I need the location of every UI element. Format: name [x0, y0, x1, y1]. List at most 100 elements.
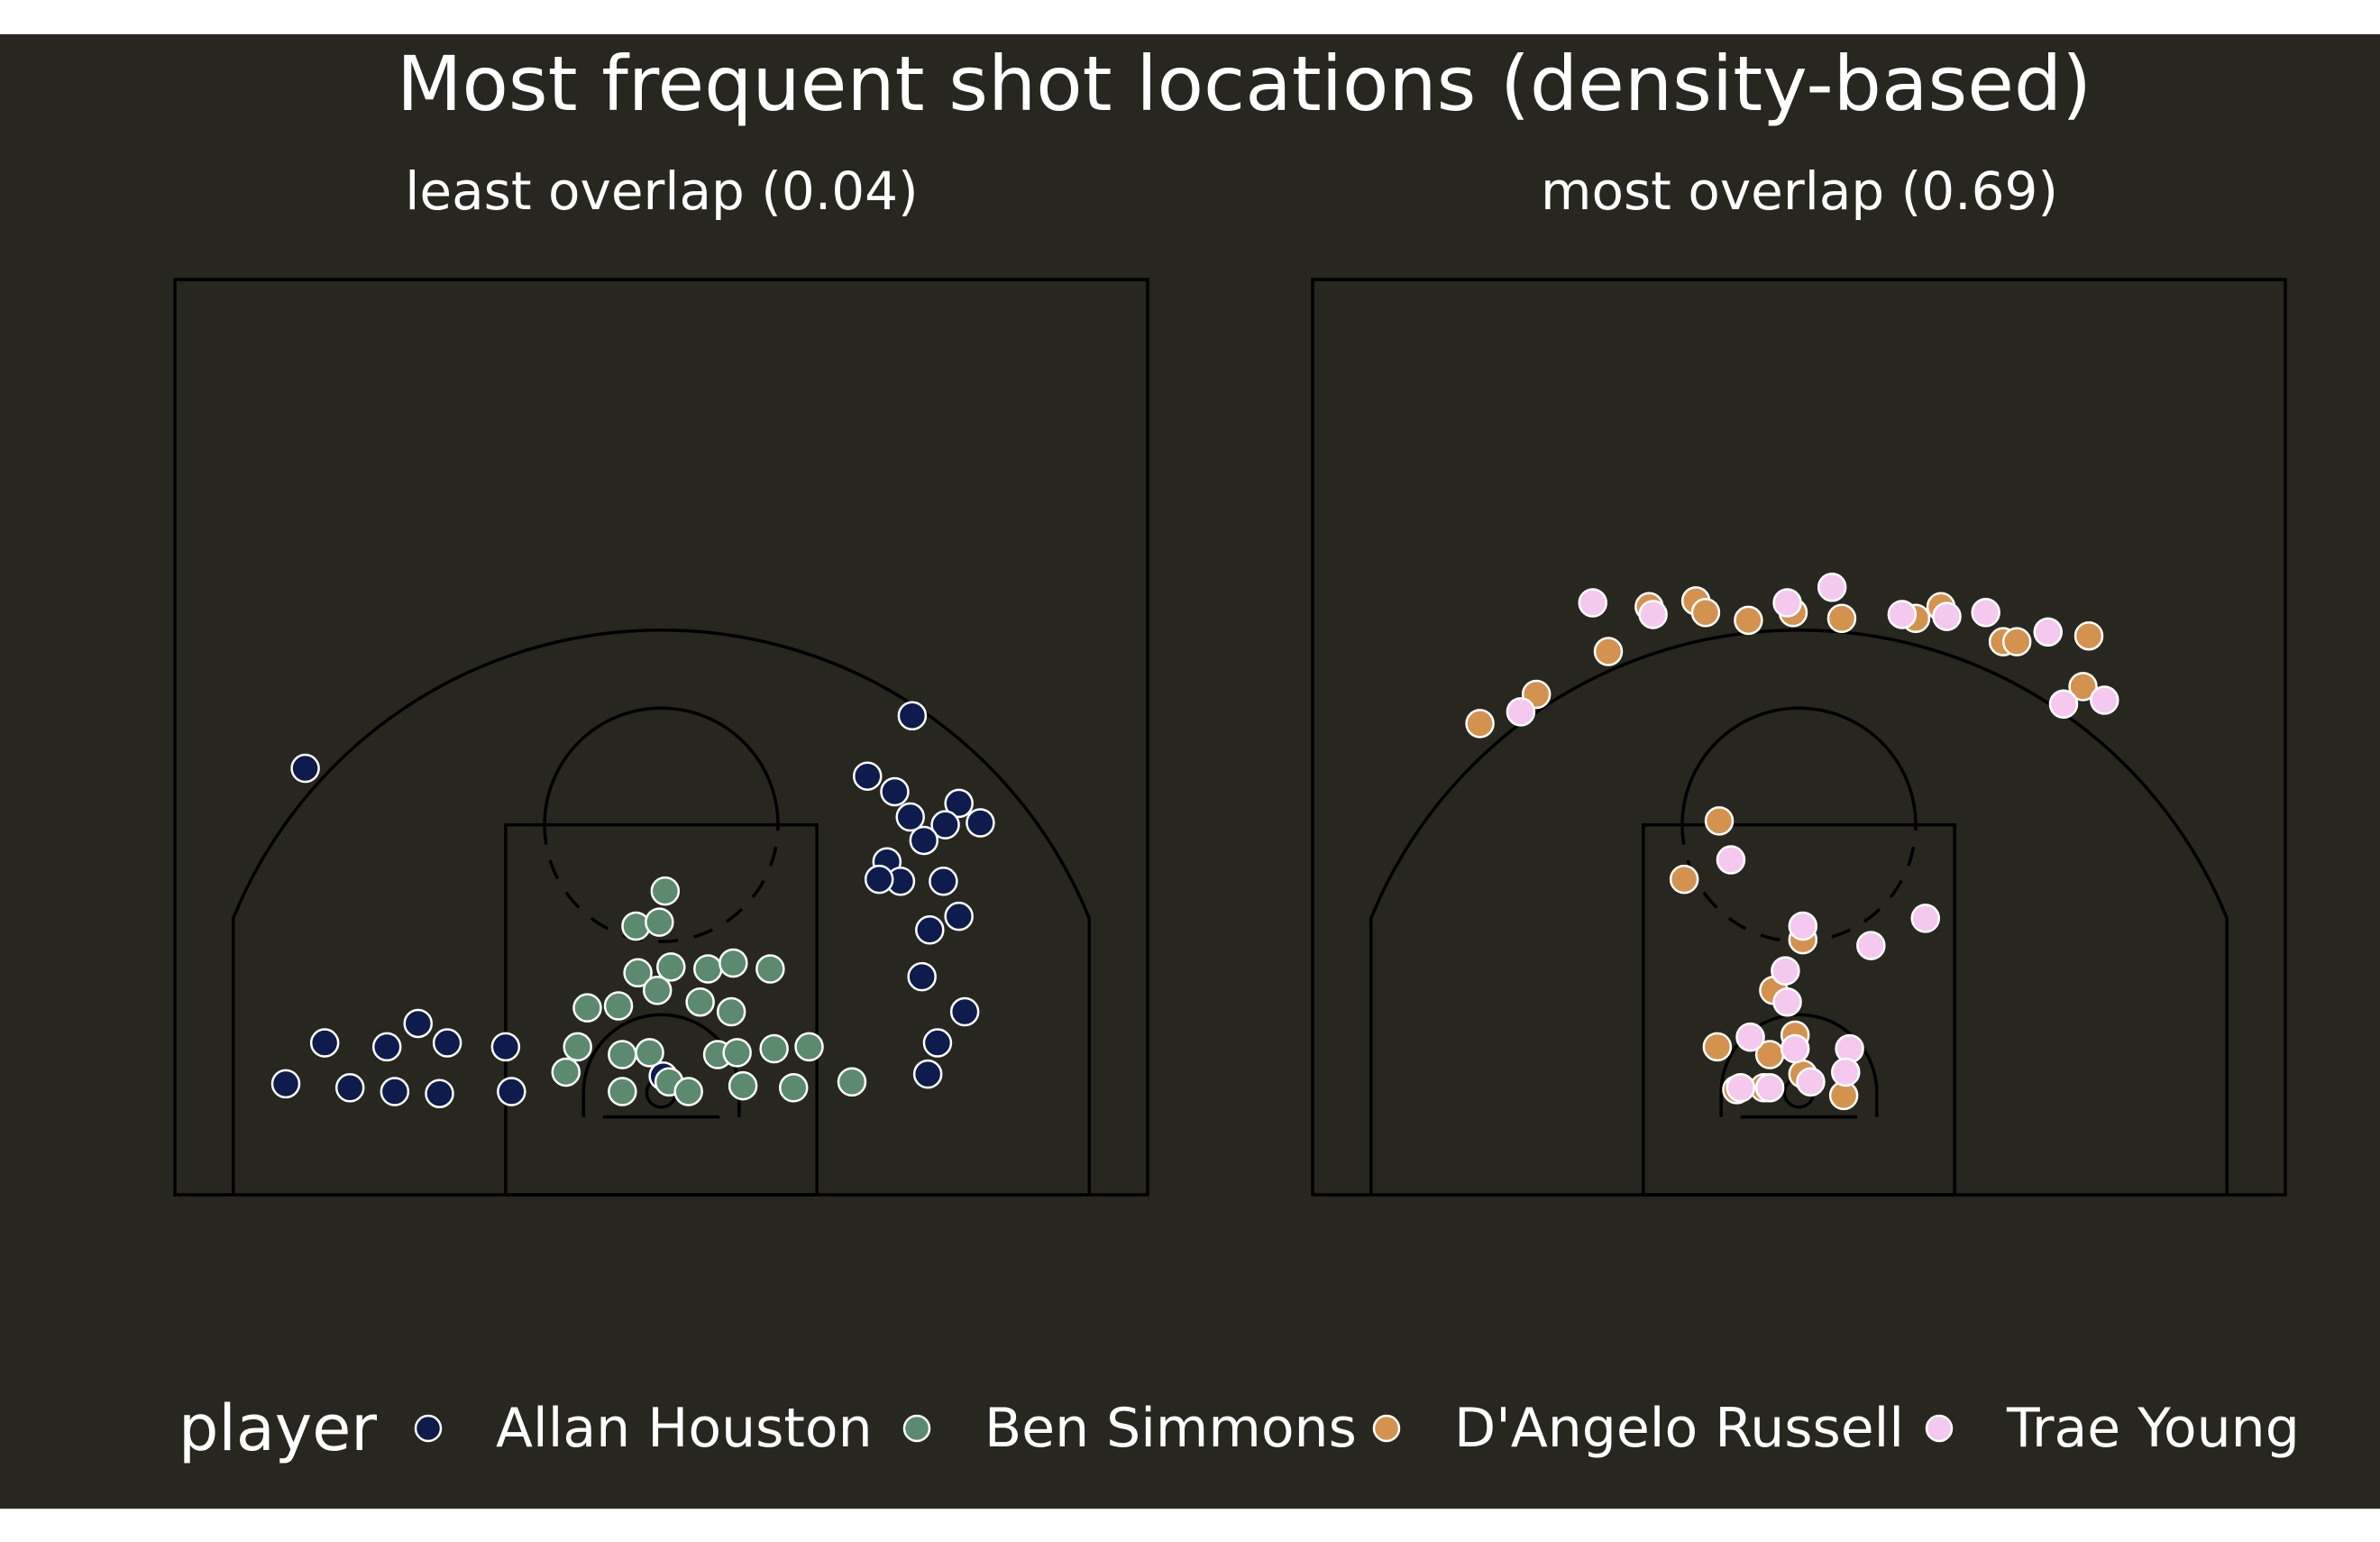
- shot-point: [380, 1077, 410, 1106]
- legend-label: D'Angelo Russell: [1454, 1397, 1904, 1460]
- shot-point: [425, 1078, 454, 1108]
- shot-point: [623, 958, 653, 988]
- legend: player Allan Houston Ben Simmons D'Angelo …: [178, 1391, 2300, 1465]
- shot-point: [1506, 697, 1536, 727]
- shot-point: [1826, 603, 1857, 634]
- shot-point: [1593, 637, 1624, 666]
- legend-swatch: [1925, 1414, 1954, 1443]
- three-point-line: [231, 629, 1092, 1195]
- shot-point: [895, 802, 925, 832]
- shot-point: [2001, 627, 2032, 656]
- legend-swatch: [902, 1414, 931, 1443]
- shot-point: [778, 1072, 809, 1103]
- panel-title-left: least overlap (0.04): [405, 161, 918, 222]
- shot-point: [722, 1038, 752, 1068]
- shot-point: [497, 1077, 526, 1106]
- shot-point: [897, 701, 928, 730]
- shot-point: [551, 1057, 581, 1088]
- shot-point: [270, 1069, 301, 1099]
- shot-point: [949, 996, 980, 1027]
- shot-point: [719, 948, 748, 978]
- shot-point: [728, 1070, 758, 1101]
- shot-point: [2033, 617, 2063, 647]
- shot-point: [909, 825, 939, 856]
- shot-point: [1831, 1057, 1861, 1088]
- shot-point: [1669, 864, 1699, 895]
- shot-point: [603, 991, 634, 1021]
- free-throw-circle-bottom: [543, 824, 780, 943]
- shot-point: [1734, 605, 1763, 636]
- legend-label: Allan Houston: [496, 1397, 873, 1460]
- shot-point: [929, 867, 958, 896]
- court-left: [173, 278, 1149, 1197]
- shot-point: [1702, 1032, 1733, 1062]
- shot-point: [930, 810, 960, 840]
- shot-point: [1726, 1072, 1756, 1103]
- legend-label: Trae Young: [2006, 1397, 2300, 1460]
- shot-point: [432, 1028, 462, 1058]
- shot-point: [490, 1032, 521, 1062]
- shot-point: [912, 1059, 943, 1089]
- shot-point: [1578, 588, 1608, 618]
- shot-point: [403, 1008, 433, 1039]
- shot-point: [693, 954, 723, 984]
- legend-swatch: [1372, 1414, 1401, 1443]
- free-throw-circle-top: [1680, 706, 1918, 825]
- shot-point: [837, 1067, 867, 1097]
- shot-point: [1771, 956, 1800, 986]
- shot-point: [371, 1032, 402, 1062]
- shot-point: [1788, 911, 1818, 941]
- shot-point: [334, 1072, 365, 1103]
- shot-point: [794, 1032, 824, 1062]
- shot-point: [852, 761, 883, 791]
- shot-point: [645, 907, 674, 937]
- shot-point: [1735, 1022, 1765, 1052]
- shot-point: [1704, 806, 1735, 836]
- shot-point: [2068, 672, 2098, 702]
- shot-point: [1780, 1033, 1810, 1064]
- shot-point: [2048, 689, 2079, 720]
- shot-point: [673, 1077, 703, 1106]
- shot-point: [1856, 931, 1886, 960]
- shot-point: [608, 1077, 637, 1106]
- paint-area: [1642, 822, 1956, 1197]
- panel-title-right: most overlap (0.69): [1541, 161, 2058, 222]
- shot-point: [716, 996, 746, 1027]
- shot-point: [650, 876, 681, 906]
- legend-swatch: [414, 1414, 443, 1443]
- shot-point: [907, 961, 937, 992]
- restricted-arc: [1719, 1013, 1879, 1117]
- shot-point: [290, 753, 320, 784]
- shot-point: [944, 788, 974, 819]
- shot-points-left: [270, 701, 995, 1108]
- free-throw-circle-top: [543, 706, 780, 825]
- shot-point: [642, 975, 673, 1005]
- shot-points-right: [1465, 572, 2119, 1111]
- chart-title: Most frequent shot locations (density-ba…: [397, 40, 2092, 128]
- shot-point: [1465, 709, 1495, 739]
- shot-point: [1910, 904, 1941, 933]
- paint-area: [504, 822, 819, 1197]
- shot-point: [563, 1032, 592, 1062]
- shot-point: [1772, 588, 1802, 618]
- shot-point: [1817, 572, 1847, 602]
- shot-point: [1971, 598, 2000, 628]
- shot-point: [1716, 845, 1746, 875]
- shot-point: [685, 987, 715, 1017]
- shot-point: [944, 901, 974, 932]
- plot-background: [0, 34, 2380, 1509]
- shot-point: [572, 993, 602, 1023]
- shot-point: [1772, 987, 1802, 1017]
- shot-point: [1932, 601, 1962, 631]
- shot-point: [1796, 1067, 1826, 1097]
- shot-point: [1690, 598, 1721, 628]
- shot-point: [309, 1028, 340, 1058]
- shot-point: [1754, 1072, 1785, 1103]
- shot-point: [864, 864, 894, 895]
- shot-point: [966, 808, 995, 838]
- shot-point: [759, 1033, 789, 1064]
- shot-point: [635, 1038, 664, 1068]
- shot-point: [2073, 620, 2104, 651]
